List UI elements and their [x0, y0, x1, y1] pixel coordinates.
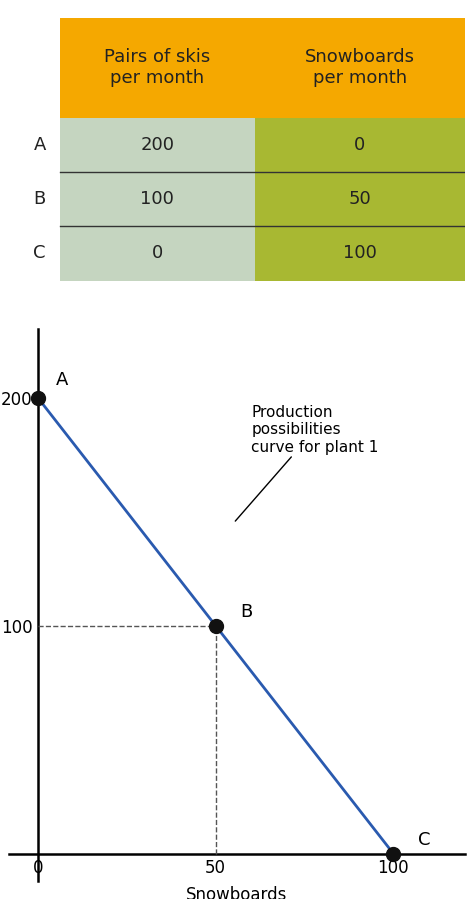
Bar: [60, 227, 255, 280]
Text: 100: 100: [343, 245, 377, 263]
Text: Production
possibilities
curve for plant 1: Production possibilities curve for plant…: [235, 405, 379, 521]
Text: 100: 100: [140, 191, 174, 209]
Text: 0: 0: [152, 245, 163, 263]
Bar: [255, 172, 465, 227]
Point: [390, 847, 397, 861]
Text: A: A: [34, 136, 46, 154]
Text: 50: 50: [348, 191, 371, 209]
Bar: [255, 118, 465, 172]
Point: [212, 619, 219, 633]
Text: A: A: [56, 370, 68, 388]
Text: C: C: [418, 831, 431, 850]
Bar: [255, 227, 465, 280]
Text: Pairs of skis
per month: Pairs of skis per month: [104, 49, 210, 87]
Bar: [60, 18, 465, 118]
X-axis label: Snowboards
per month: Snowboards per month: [186, 886, 288, 899]
Text: B: B: [34, 191, 46, 209]
Text: 0: 0: [354, 136, 365, 154]
Point: [34, 391, 42, 405]
Bar: [60, 172, 255, 227]
Text: 200: 200: [140, 136, 174, 154]
Text: Snowboards
per month: Snowboards per month: [305, 49, 415, 87]
Text: B: B: [240, 603, 253, 621]
Text: C: C: [33, 245, 46, 263]
Bar: [60, 118, 255, 172]
